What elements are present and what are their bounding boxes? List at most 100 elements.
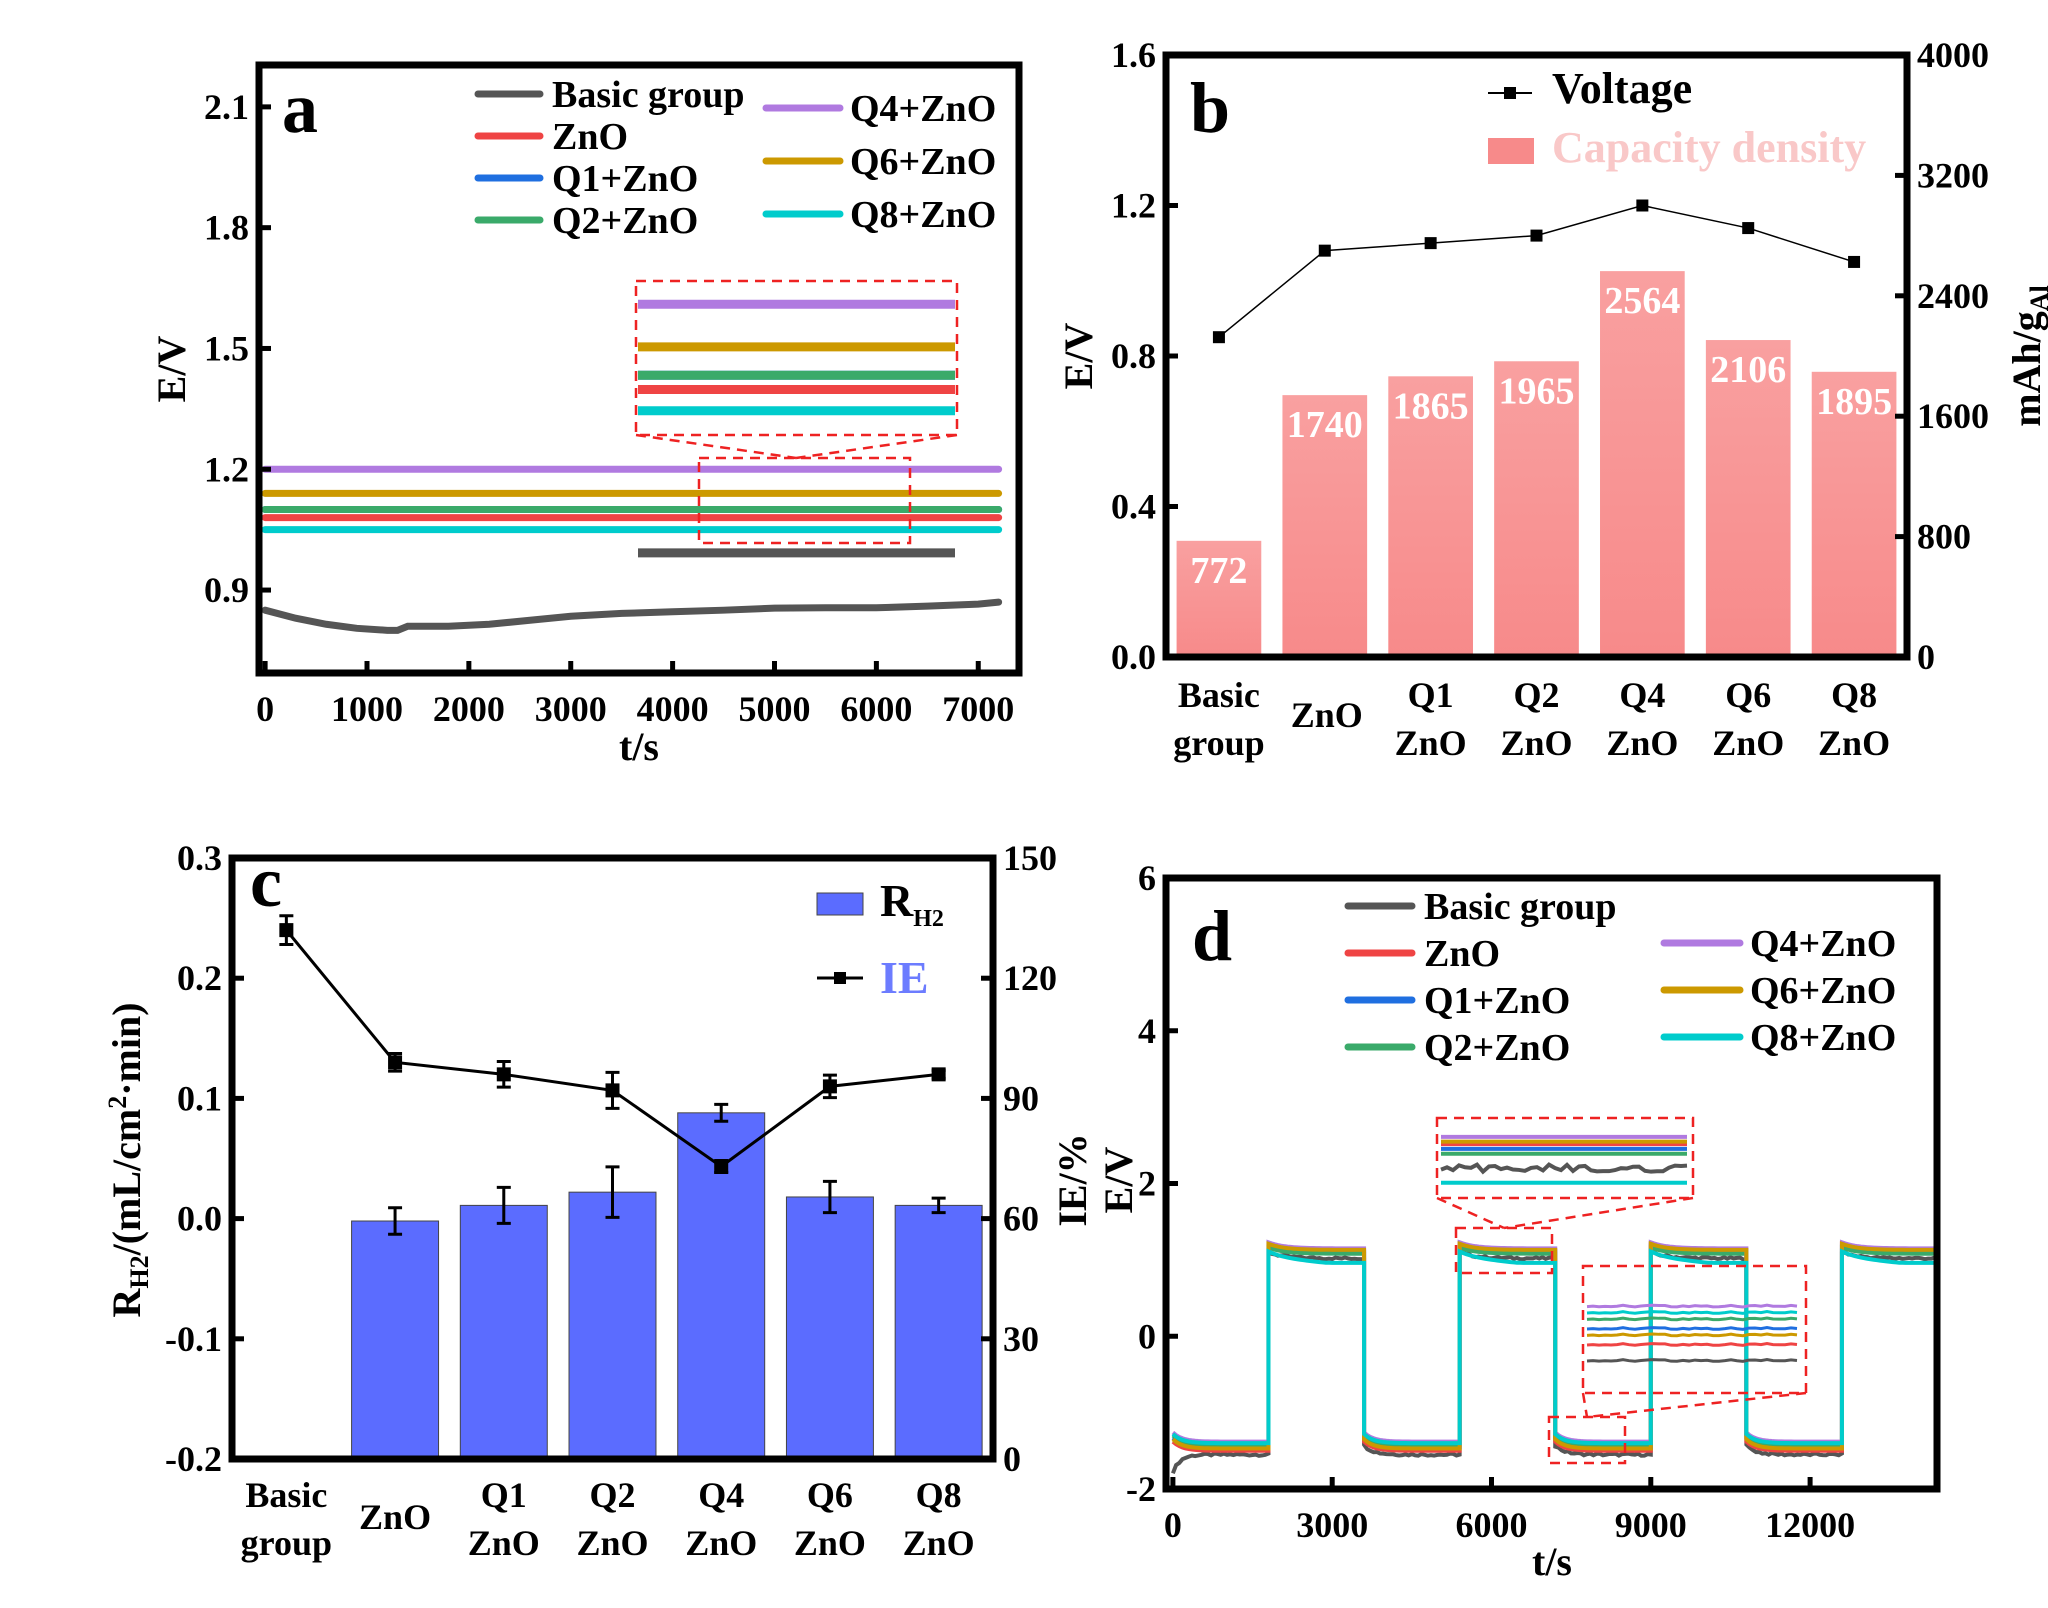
error-bar (388, 1206, 403, 1236)
b-y2-label: 0 (1917, 637, 1935, 677)
d-y-axis-title-bottom: E/V (1096, 1147, 1141, 1214)
inset-line (1586, 1316, 1798, 1322)
panel-c-frame (228, 854, 997, 1463)
category-label: group (241, 1523, 332, 1563)
panel-letter-c: c (250, 842, 282, 922)
legend-label: Voltage (1552, 64, 1692, 113)
a-y-axis-title: E/V (149, 336, 194, 403)
category-label: ZnO (1395, 723, 1467, 763)
rate-bar (351, 1220, 440, 1460)
legend-label-main: R (880, 875, 914, 926)
inset-connector (1586, 1391, 1807, 1419)
c-y-label: 0.1 (177, 1078, 222, 1118)
category-label: group (1173, 723, 1264, 763)
category-label: Q4 (1619, 675, 1665, 715)
d-y-label: 2 (1138, 1164, 1156, 1204)
a-x-label: 0 (256, 689, 274, 729)
legend-label: RH2 (880, 875, 944, 932)
a-y-label: 0.9 (204, 570, 249, 610)
d-x-label: 3000 (1296, 1505, 1368, 1545)
y2-title-sub: Al (2025, 285, 2048, 311)
voltage-marker (1424, 237, 1437, 250)
legend-label: Q2+ZnO (1424, 1027, 1570, 1069)
c-y-label: 0.0 (177, 1199, 222, 1239)
b-y2-label: 4000 (1917, 35, 1989, 75)
panel-letter-d: d (1192, 896, 1232, 976)
voltage-marker (1636, 199, 1649, 212)
ie-marker (931, 1067, 946, 1082)
d-y-label: 6 (1138, 858, 1156, 898)
a-x-label: 4000 (637, 689, 709, 729)
ie-marker (605, 1083, 620, 1098)
a-x-label: 5000 (738, 689, 810, 729)
voltage-marker (1530, 229, 1543, 242)
y-title-part: 2 (103, 1096, 132, 1109)
capacity-bar (1388, 376, 1473, 657)
b-y-label: 1.2 (1111, 186, 1156, 226)
y-title-part: H2 (125, 1255, 154, 1288)
rate-bar (568, 1191, 657, 1460)
category-label: Q4 (698, 1475, 744, 1515)
b-y2-label: 3200 (1917, 155, 1989, 195)
d-x-label: 12000 (1765, 1505, 1855, 1545)
a-y-label: 1.5 (204, 328, 249, 368)
d-x-label: 6000 (1455, 1505, 1527, 1545)
d-y-label: -2 (1126, 1469, 1156, 1509)
c-y-label: 0.3 (177, 838, 222, 878)
voltage-marker (1848, 255, 1861, 268)
legend-label: Q1+ZnO (552, 158, 698, 200)
category-label: ZnO (576, 1523, 648, 1563)
c-y-label: 0.2 (177, 958, 222, 998)
c-y-axis-title: RH2/(mL/cm2·min) (103, 1002, 154, 1317)
series-line-basic-group (261, 598, 1003, 634)
voltage-marker (1742, 222, 1755, 235)
a-y-label: 2.1 (204, 87, 249, 127)
category-label: ZnO (1606, 723, 1678, 763)
voltage-marker (1212, 331, 1225, 344)
panel-letter-b: b (1190, 68, 1230, 148)
error-bar (714, 1102, 729, 1123)
inset-line (1586, 1358, 1798, 1363)
y-title-part: /(mL/cm (104, 1109, 149, 1257)
category-label: ZnO (903, 1523, 975, 1563)
a-x-label: 1000 (331, 689, 403, 729)
bar-value-label: 2106 (1710, 349, 1786, 391)
category-label: Q2 (589, 1475, 635, 1515)
category-label: ZnO (685, 1523, 757, 1563)
bar-value-label: 1965 (1499, 370, 1575, 412)
legend-label: Q6+ZnO (850, 141, 996, 183)
legend-label: Q4+ZnO (850, 88, 996, 130)
c-y2-label: 150 (1003, 838, 1057, 878)
inset-line (1586, 1326, 1798, 1331)
panel-a-frame (255, 61, 1023, 677)
category-label: ZnO (1291, 695, 1363, 735)
bar-value-label: 1740 (1287, 404, 1363, 446)
b-y2-label: 2400 (1917, 276, 1989, 316)
category-label: ZnO (1712, 723, 1784, 763)
b-y-label: 0.8 (1111, 336, 1156, 376)
b-y-label: 0.4 (1111, 487, 1156, 527)
c-y2-label: 30 (1003, 1319, 1039, 1359)
c-y2-label: 90 (1003, 1078, 1039, 1118)
d-x-axis-title: t/s (1532, 1539, 1572, 1584)
legend-label: Q2+ZnO (552, 200, 698, 242)
inset-connector (1436, 1196, 1505, 1230)
legend-marker (834, 972, 846, 984)
inset-line (1440, 1162, 1688, 1175)
legend-label: Q6+ZnO (1750, 970, 1896, 1012)
capacity-bar (1176, 540, 1262, 657)
inset-connector (1503, 1196, 1694, 1230)
category-label: ZnO (468, 1523, 540, 1563)
b-y2-label: 800 (1917, 517, 1971, 557)
inset-line (1586, 1332, 1798, 1338)
c-y2-label: 60 (1003, 1199, 1039, 1239)
rate-bar (894, 1204, 983, 1460)
a-x-label: 6000 (840, 689, 912, 729)
category-label: Q6 (1725, 675, 1771, 715)
rate-bar (785, 1196, 874, 1460)
legend-label: Basic group (1424, 886, 1617, 928)
ie-marker (388, 1055, 403, 1070)
legend-swatch (816, 892, 864, 916)
capacity-bar (1600, 271, 1685, 657)
